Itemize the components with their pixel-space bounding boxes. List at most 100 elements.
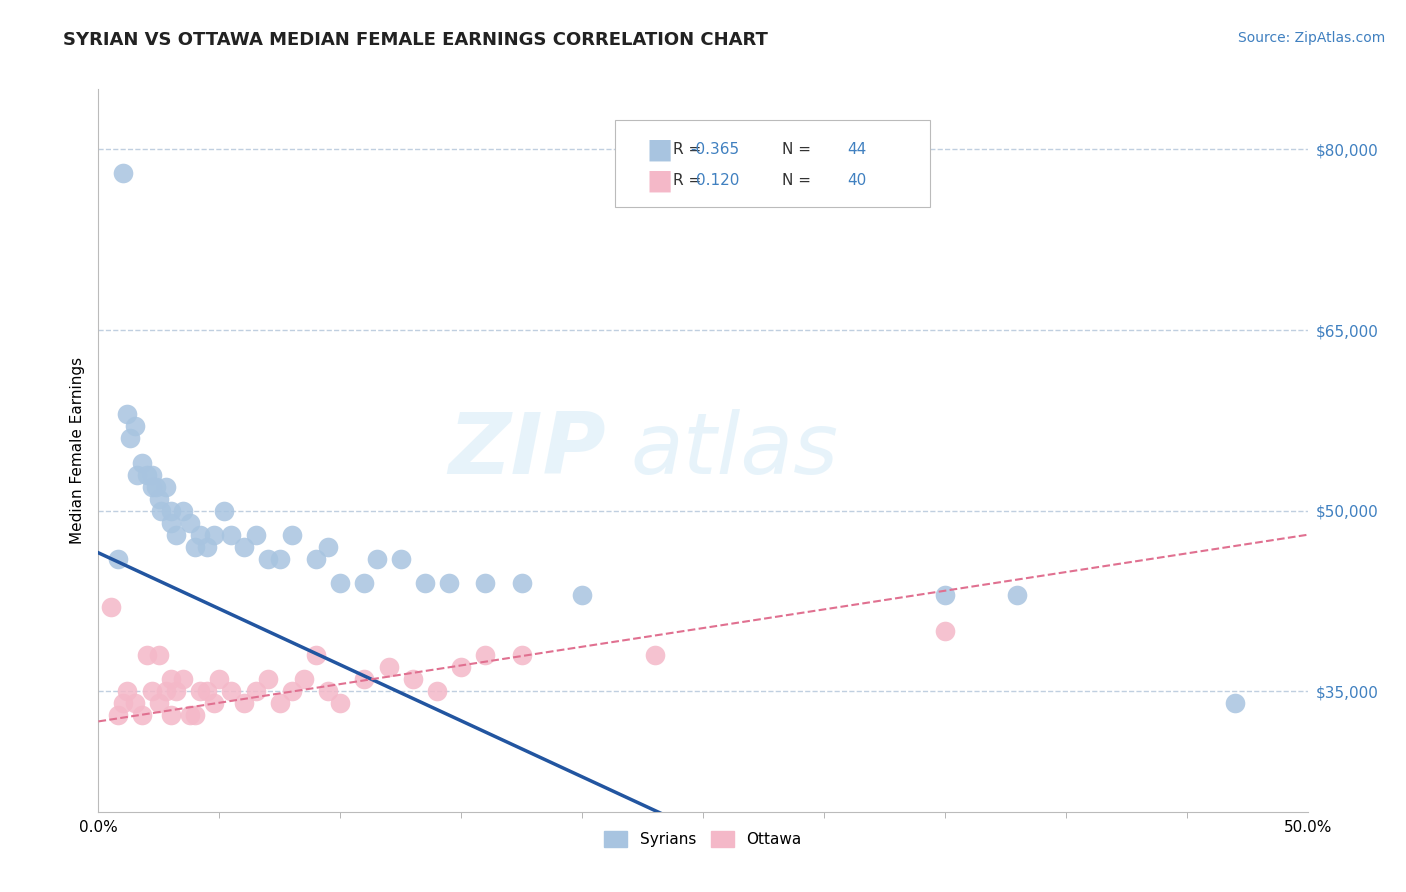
Text: -0.365: -0.365 (690, 142, 740, 157)
Y-axis label: Median Female Earnings: Median Female Earnings (69, 357, 84, 544)
Point (212, 503, 235, 517)
Point (437, 576, 460, 591)
Point (179, 516, 201, 530)
Point (160, 708, 183, 723)
Point (269, 551, 291, 566)
Text: R =: R = (672, 142, 702, 157)
Point (221, 528, 243, 542)
Text: ■: ■ (647, 136, 672, 163)
Point (155, 684, 177, 698)
Point (127, 467, 149, 482)
Point (245, 528, 267, 542)
Text: Source: ZipAtlas.com: Source: ZipAtlas.com (1237, 31, 1385, 45)
Point (450, 660, 472, 674)
Point (131, 455, 153, 469)
Point (135, 648, 157, 662)
Point (184, 540, 207, 554)
Point (100, 599, 122, 614)
Point (165, 528, 187, 542)
Point (117, 407, 139, 421)
Point (269, 697, 291, 711)
Point (148, 648, 170, 662)
Point (413, 576, 436, 591)
Point (1223, 697, 1246, 711)
Point (316, 684, 339, 698)
Text: N =: N = (782, 173, 811, 188)
Point (353, 576, 375, 591)
Point (117, 684, 139, 698)
Point (329, 576, 352, 591)
Point (195, 684, 218, 698)
Point (179, 708, 201, 723)
Point (107, 551, 129, 566)
Text: ■: ■ (647, 167, 672, 195)
Point (172, 673, 194, 687)
Point (150, 503, 173, 517)
Point (329, 697, 352, 711)
FancyBboxPatch shape (614, 120, 931, 207)
Point (204, 528, 226, 542)
Point (366, 551, 388, 566)
Point (118, 432, 141, 446)
Point (204, 697, 226, 711)
Point (245, 684, 267, 698)
Point (426, 684, 449, 698)
Point (135, 467, 157, 482)
Point (145, 480, 167, 494)
Point (316, 540, 339, 554)
Point (141, 467, 163, 482)
Point (208, 673, 231, 687)
Text: SYRIAN VS OTTAWA MEDIAN FEMALE EARNINGS CORRELATION CHART: SYRIAN VS OTTAWA MEDIAN FEMALE EARNINGS … (63, 31, 768, 49)
Point (389, 551, 412, 566)
Point (510, 576, 533, 591)
Point (934, 624, 956, 639)
Point (305, 648, 328, 662)
Point (195, 540, 218, 554)
Point (165, 684, 187, 698)
Point (256, 673, 278, 687)
Point (402, 673, 425, 687)
Point (141, 684, 163, 698)
Point (221, 684, 243, 698)
Text: 44: 44 (846, 142, 866, 157)
Point (305, 551, 328, 566)
Point (232, 697, 254, 711)
Text: 0.120: 0.120 (696, 173, 740, 188)
Point (124, 697, 146, 711)
Point (256, 551, 278, 566)
Point (172, 503, 194, 517)
Legend: Syrians, Ottawa: Syrians, Ottawa (596, 823, 810, 855)
Point (934, 588, 956, 602)
Point (474, 648, 496, 662)
Point (111, 166, 134, 180)
Point (281, 528, 304, 542)
Point (107, 708, 129, 723)
Text: R =: R = (672, 173, 702, 188)
Point (184, 708, 207, 723)
Point (160, 503, 183, 517)
Text: atlas: atlas (630, 409, 838, 492)
Point (474, 576, 496, 591)
Point (188, 684, 211, 698)
Point (571, 588, 593, 602)
Point (281, 684, 304, 698)
Point (232, 540, 254, 554)
Point (131, 708, 153, 723)
Point (160, 516, 183, 530)
Point (377, 660, 399, 674)
Point (155, 480, 177, 494)
Point (292, 673, 315, 687)
Point (141, 480, 163, 494)
Point (644, 648, 666, 662)
Point (124, 419, 146, 434)
Text: 40: 40 (846, 173, 866, 188)
Point (111, 697, 134, 711)
Point (160, 673, 183, 687)
Text: N =: N = (782, 142, 811, 157)
Point (188, 528, 211, 542)
Point (148, 697, 170, 711)
Point (353, 673, 375, 687)
Point (148, 491, 170, 506)
Point (1007, 588, 1029, 602)
Point (510, 648, 533, 662)
